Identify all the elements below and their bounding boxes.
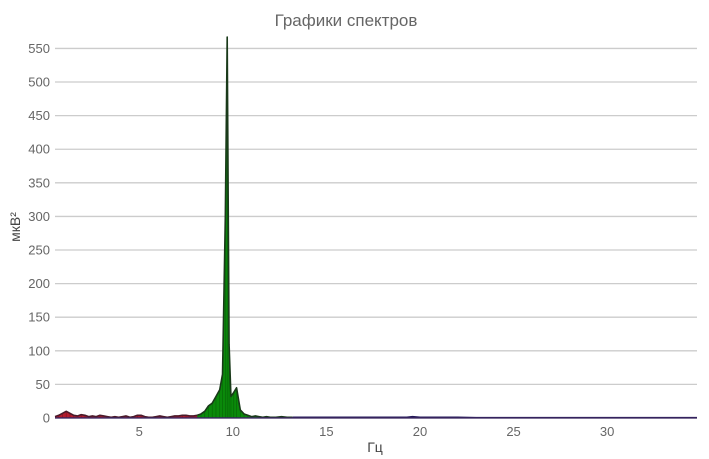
spectrum-areas bbox=[54, 36, 697, 419]
x-axis-title: Гц bbox=[367, 439, 383, 455]
y-axis-title: мкВ² bbox=[7, 212, 23, 242]
x-tick-labels: 5 10 15 20 25 30 bbox=[136, 424, 615, 439]
y-tick-label: 0 bbox=[43, 410, 50, 425]
y-tick-label: 500 bbox=[28, 75, 50, 90]
y-tick-labels: 0 50 100 150 200 250 300 350 400 450 500 550 bbox=[28, 41, 50, 426]
y-tick-label: 350 bbox=[28, 175, 50, 190]
spectrum-area-2 bbox=[197, 37, 293, 418]
y-tick-label: 250 bbox=[28, 243, 50, 258]
y-tick-label: 400 bbox=[28, 142, 50, 157]
spectrum-area-1 bbox=[55, 411, 198, 418]
gridlines bbox=[55, 47, 697, 419]
y-tick-label: 550 bbox=[28, 41, 50, 56]
x-tick-label: 5 bbox=[136, 424, 143, 439]
spectrum-line-2 bbox=[196, 36, 293, 419]
y-tick-label: 100 bbox=[28, 343, 50, 358]
x-tick-label: 20 bbox=[413, 424, 427, 439]
x-tick-label: 25 bbox=[506, 424, 520, 439]
y-tick-label: 300 bbox=[28, 209, 50, 224]
y-tick-label: 450 bbox=[28, 108, 50, 123]
x-tick-label: 10 bbox=[226, 424, 240, 439]
chart-title: Графики спектров bbox=[275, 11, 418, 30]
y-tick-label: 200 bbox=[28, 276, 50, 291]
x-tick-label: 30 bbox=[600, 424, 614, 439]
x-tick-label: 15 bbox=[319, 424, 333, 439]
y-tick-label: 150 bbox=[28, 310, 50, 325]
spectrum-line-1 bbox=[54, 410, 198, 419]
y-tick-label: 50 bbox=[36, 377, 50, 392]
